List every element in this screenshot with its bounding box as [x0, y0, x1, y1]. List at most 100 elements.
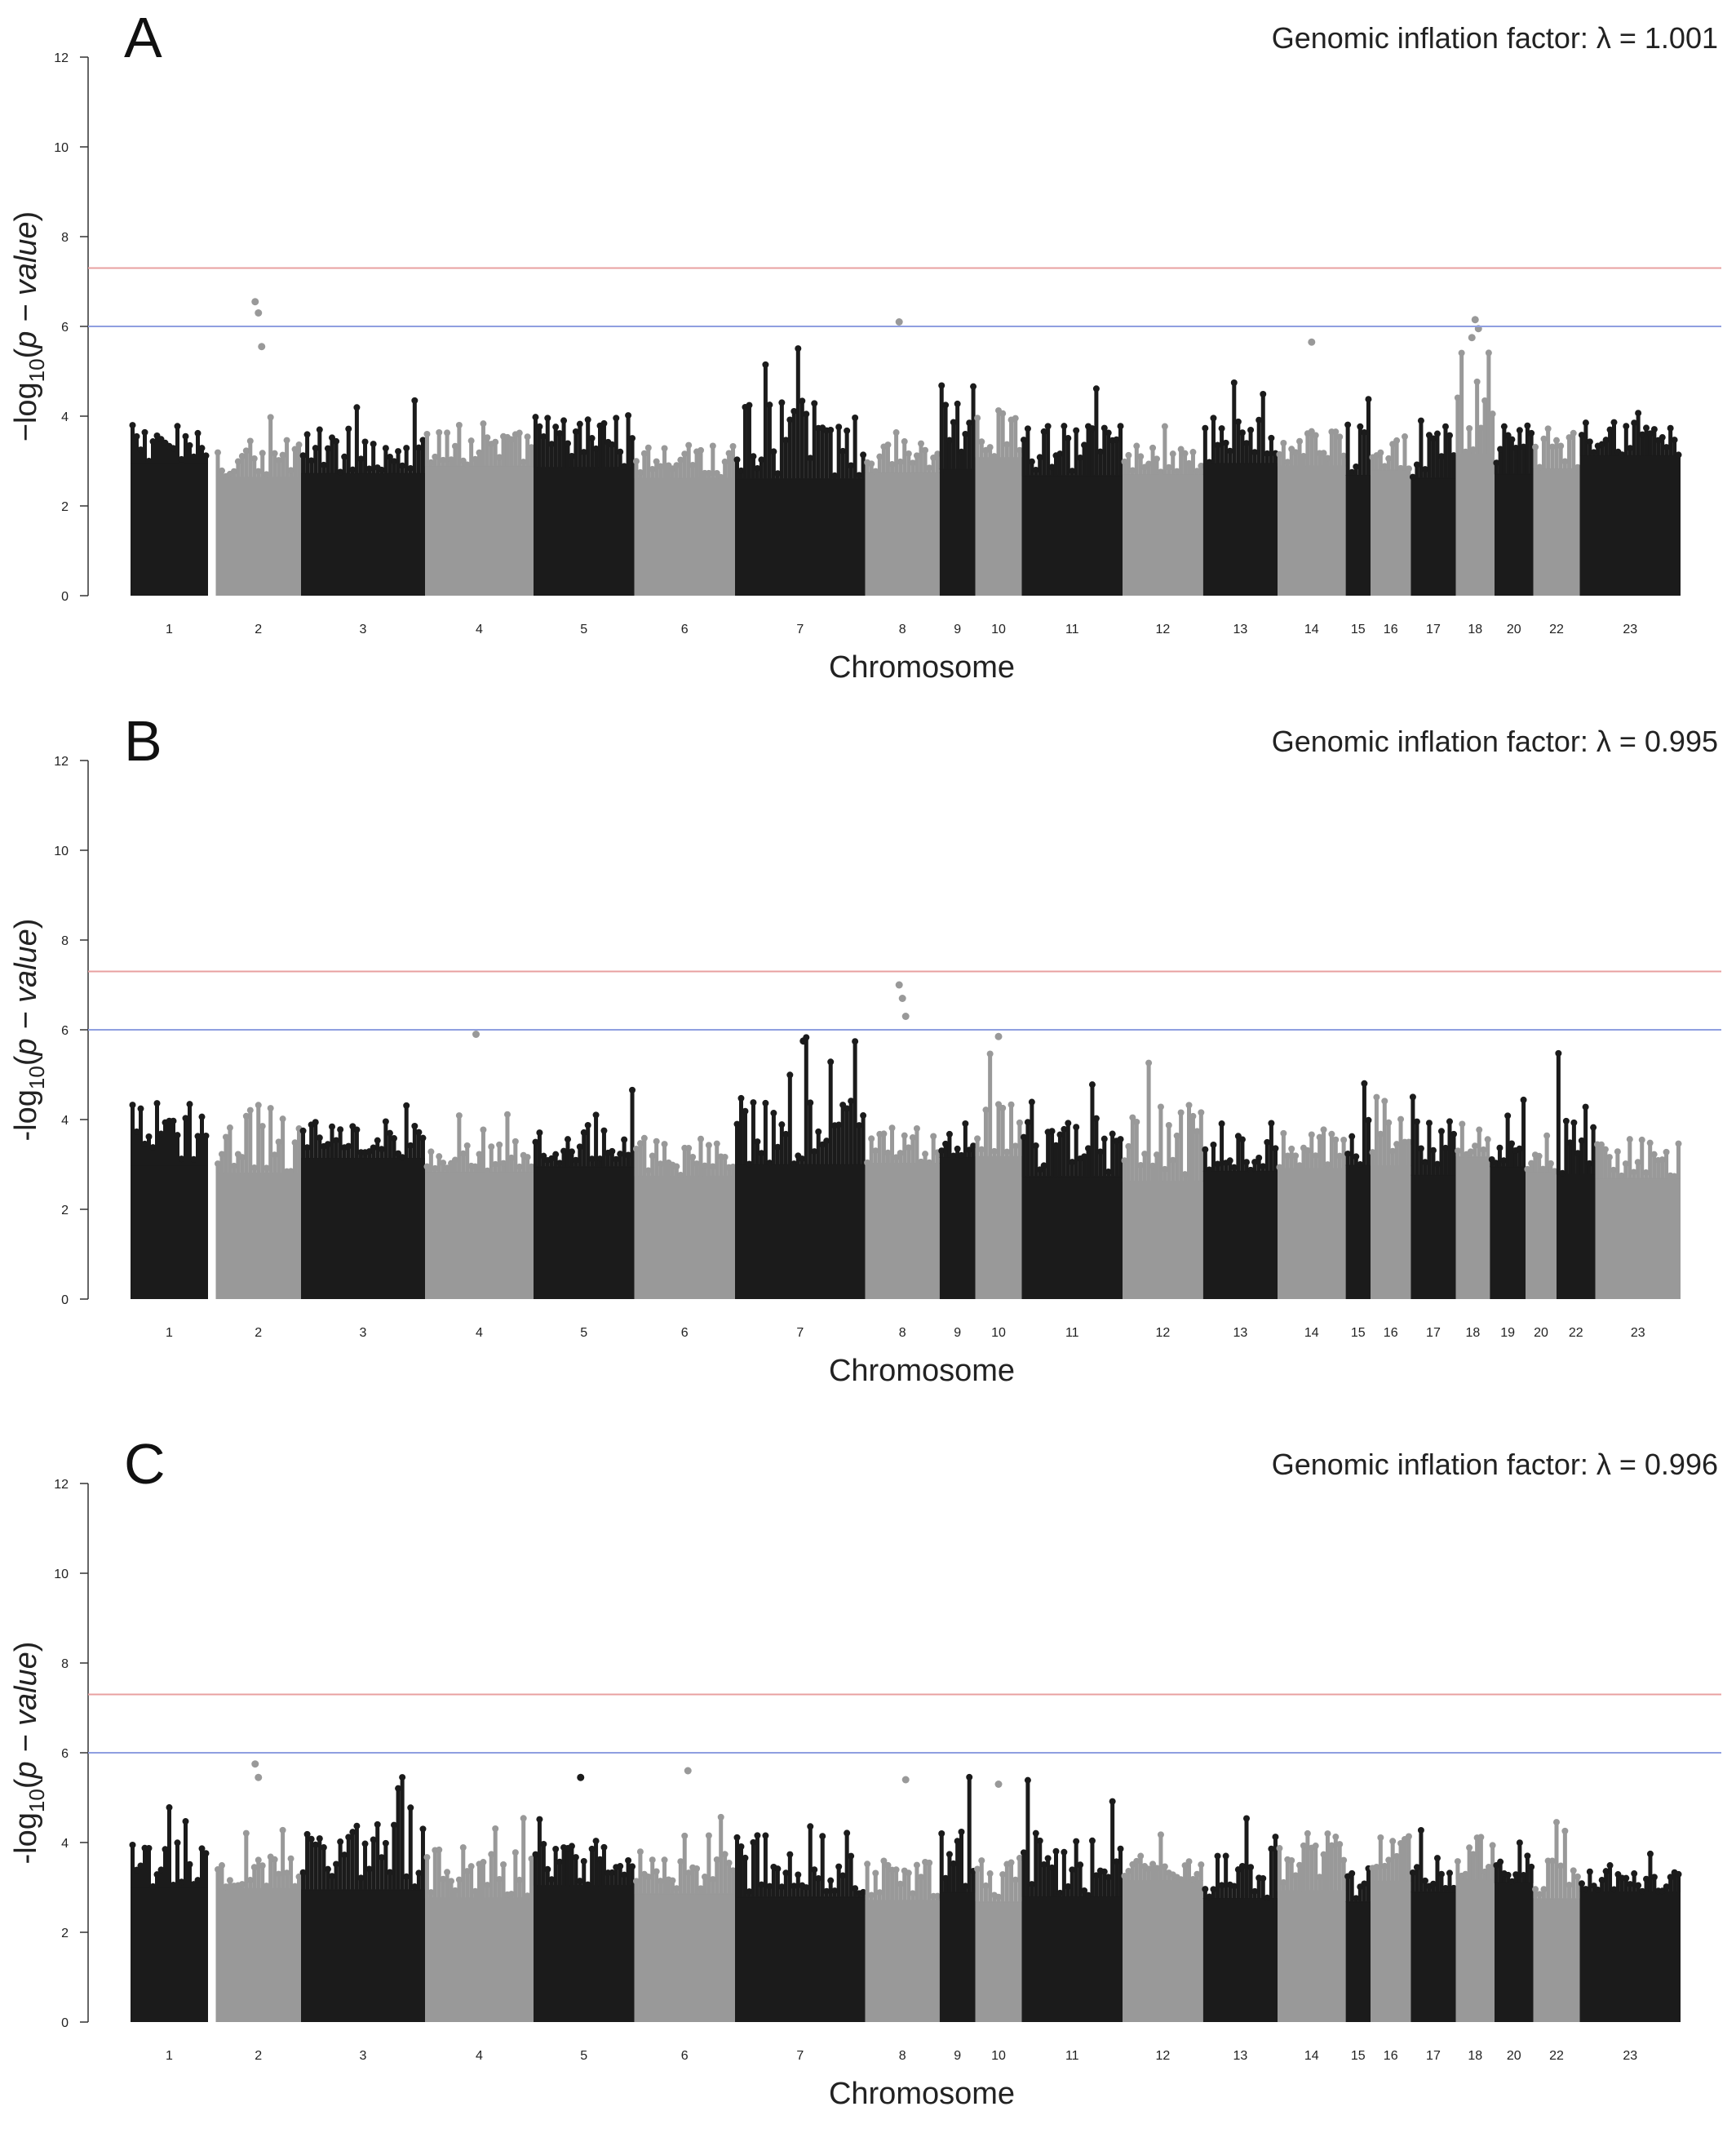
snp-point	[544, 415, 551, 422]
snp-column	[400, 465, 405, 474]
snp-point	[995, 1893, 1002, 1900]
snp-column	[1090, 1084, 1095, 1177]
snp-point	[1308, 428, 1315, 435]
snp-column	[959, 1831, 964, 1893]
snp-dense-block	[1021, 475, 1123, 596]
y-tick-label: 4	[61, 1114, 69, 1128]
snp-point	[1194, 468, 1201, 475]
snp-column	[1427, 435, 1432, 479]
snp-column	[1224, 1856, 1229, 1899]
y-tick-label: 4	[61, 1837, 69, 1851]
snp-point	[576, 1878, 583, 1885]
snp-point	[774, 1143, 782, 1151]
snp-point	[1454, 394, 1461, 401]
snp-point	[709, 442, 716, 450]
snp-column	[252, 1867, 257, 1889]
snp-point	[737, 1094, 745, 1102]
snp-column	[642, 453, 647, 479]
snp-point	[758, 456, 765, 463]
snp-column	[228, 1128, 232, 1173]
snp-column	[658, 1164, 663, 1177]
snp-point	[1377, 1834, 1384, 1841]
snp-point	[1312, 1843, 1319, 1850]
snp-dense-block	[1495, 1882, 1534, 2022]
snp-point	[1036, 1837, 1043, 1844]
snp-point	[1073, 1838, 1080, 1845]
snp-column	[1471, 1854, 1476, 1880]
snp-point	[1365, 1116, 1372, 1124]
snp-point	[1189, 1112, 1197, 1120]
snp-point	[1324, 1161, 1331, 1169]
snp-column	[1427, 1123, 1432, 1176]
snp-point	[930, 1133, 937, 1140]
snp-point	[1129, 467, 1136, 474]
snp-point	[230, 1162, 237, 1169]
snp-point	[1247, 426, 1255, 433]
snp-point	[1462, 448, 1469, 455]
snp-column	[574, 1857, 578, 1887]
snp-point	[974, 1865, 981, 1873]
top-hit-point	[994, 1781, 1003, 1788]
snp-point	[632, 1878, 640, 1885]
chromosome-label: 8	[899, 2049, 906, 2063]
snp-column	[1025, 1780, 1030, 1897]
snp-point	[1548, 443, 1556, 450]
snp-point	[1561, 458, 1569, 465]
snp-column	[342, 456, 347, 474]
snp-point	[507, 1891, 515, 1898]
snp-point	[1028, 1881, 1035, 1888]
snp-point	[1586, 438, 1593, 446]
snp-point	[202, 452, 210, 459]
snp-point	[1540, 435, 1548, 442]
snp-column	[1341, 1139, 1346, 1169]
snp-dense-block	[215, 477, 301, 596]
snp-point	[807, 455, 814, 462]
snp-points	[129, 1034, 1682, 1299]
snp-column	[609, 444, 614, 468]
top-hit-point	[1308, 338, 1316, 346]
snp-point	[827, 1058, 835, 1066]
snp-column	[763, 364, 768, 480]
snp-column	[1009, 1862, 1014, 1903]
snp-column	[727, 1167, 732, 1177]
snp-column	[1098, 1151, 1103, 1177]
snp-column	[1402, 1838, 1407, 1882]
snp-column	[346, 1837, 351, 1891]
snp-column	[902, 1870, 907, 1901]
snp-column	[1345, 424, 1350, 476]
snp-point	[1157, 1103, 1164, 1111]
snp-point	[958, 1151, 965, 1159]
snp-point	[848, 1098, 855, 1105]
snp-column	[939, 1833, 944, 1893]
snp-column	[828, 429, 833, 480]
snp-column	[277, 1874, 281, 1889]
snp-point	[1361, 428, 1368, 436]
snp-column	[219, 1154, 224, 1173]
snp-point	[1256, 416, 1263, 424]
snp-point	[1493, 459, 1500, 467]
snp-point	[1663, 1148, 1670, 1155]
snp-column	[919, 1877, 923, 1901]
snp-column	[1134, 1860, 1139, 1882]
snp-column	[1431, 1883, 1436, 1893]
snp-column	[167, 1120, 171, 1166]
snp-point	[1630, 1169, 1637, 1176]
snp-point	[1466, 424, 1473, 432]
snp-column	[313, 448, 318, 474]
snp-point	[312, 1841, 319, 1848]
snp-point	[1504, 432, 1512, 439]
snp-column	[963, 1123, 968, 1158]
snp-point	[1437, 1128, 1445, 1135]
snp-column	[1521, 446, 1526, 475]
chromosome-band-7	[733, 1034, 867, 1299]
snp-point	[378, 1146, 385, 1153]
snp-column	[1158, 1834, 1163, 1882]
snp-point	[1605, 1154, 1613, 1161]
chromosome-band-10	[974, 1050, 1023, 1299]
chromosome-label: 1	[166, 623, 173, 636]
snp-column	[1150, 447, 1155, 475]
snp-point	[990, 453, 998, 460]
snp-point	[1566, 434, 1573, 441]
snp-point	[897, 458, 904, 465]
